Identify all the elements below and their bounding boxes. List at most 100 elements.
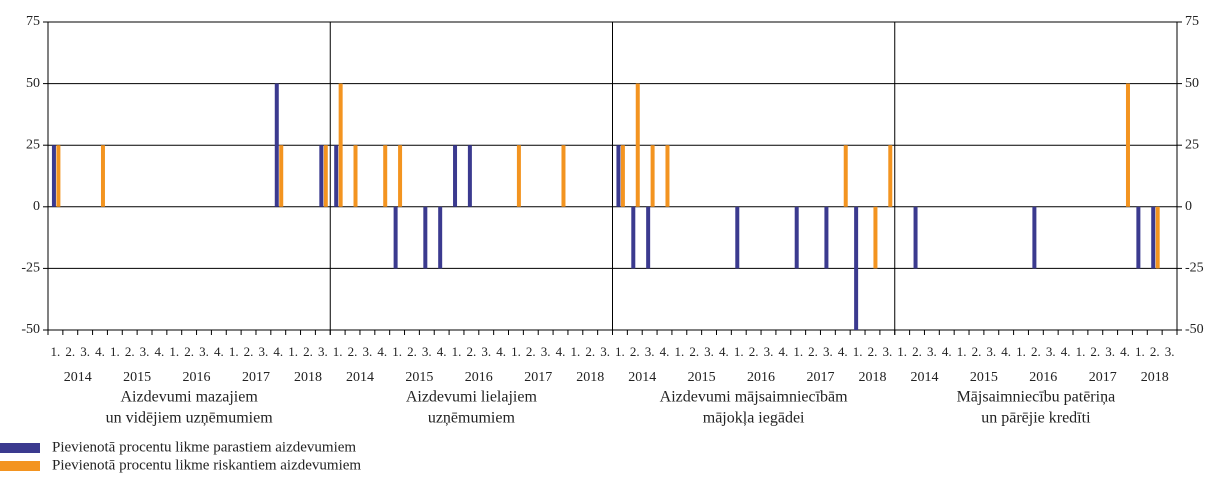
year-label: 2016 <box>1029 370 1057 385</box>
panel-title: un pārējie kredīti <box>981 410 1091 427</box>
x-tick-label: 4. <box>214 344 224 359</box>
x-tick-label: 4. <box>1120 344 1130 359</box>
x-tick-label: 1. <box>452 344 462 359</box>
bar <box>453 145 458 207</box>
x-tick-label: 1. <box>1135 344 1145 359</box>
y2-tick-label: -50 <box>1185 322 1204 337</box>
bar <box>620 145 625 207</box>
x-tick-label: 3. <box>645 344 655 359</box>
legend-swatch <box>0 443 40 453</box>
x-tick-label: 3. <box>318 344 328 359</box>
x-tick-label: 2. <box>1150 344 1160 359</box>
bar <box>888 145 893 207</box>
x-tick-label: 4. <box>273 344 283 359</box>
bar <box>735 206 740 269</box>
y2-tick-label: 0 <box>1185 199 1192 214</box>
bar <box>1032 206 1037 269</box>
y-tick-label: -50 <box>21 322 40 337</box>
panel-title: Aizdevumi mājsaimniecībām <box>660 389 849 406</box>
x-tick-label: 3. <box>927 344 937 359</box>
year-label: 2014 <box>64 370 92 385</box>
bar <box>650 145 655 207</box>
bar <box>393 206 398 269</box>
bar <box>794 206 799 269</box>
y-tick-label: 25 <box>26 137 40 152</box>
x-tick-label: 1. <box>229 344 239 359</box>
x-tick-label: 4. <box>660 344 670 359</box>
x-tick-label: 4. <box>437 344 447 359</box>
x-tick-label: 1. <box>615 344 625 359</box>
x-tick-label: 3. <box>259 344 269 359</box>
x-tick-label: 3. <box>541 344 551 359</box>
y2-tick-label: 50 <box>1185 76 1199 91</box>
x-tick-label: 2. <box>1090 344 1100 359</box>
bar <box>274 83 279 207</box>
bar <box>323 145 328 207</box>
year-label: 2016 <box>747 370 775 385</box>
bar <box>1155 206 1160 269</box>
x-tick-label: 1. <box>897 344 907 359</box>
x-tick-label: 1. <box>110 344 120 359</box>
year-label: 2016 <box>465 370 493 385</box>
x-tick-label: 4. <box>556 344 566 359</box>
bar <box>319 145 324 207</box>
bar <box>334 145 339 207</box>
bar <box>383 145 388 207</box>
x-tick-label: 4. <box>719 344 729 359</box>
x-tick-label: 3. <box>1105 344 1115 359</box>
x-tick-label: 1. <box>169 344 179 359</box>
year-label: 2018 <box>858 370 886 385</box>
x-tick-label: 3. <box>823 344 833 359</box>
x-tick-label: 2. <box>407 344 417 359</box>
x-tick-label: 2. <box>467 344 477 359</box>
bar <box>646 206 651 269</box>
x-tick-label: 2. <box>244 344 254 359</box>
x-tick-label: 2. <box>630 344 640 359</box>
bar <box>1151 206 1156 269</box>
panel-title: mājokļa iegādei <box>703 410 805 427</box>
x-tick-label: 1. <box>793 344 803 359</box>
x-tick-label: 3. <box>704 344 714 359</box>
x-tick-label: 3. <box>1165 344 1175 359</box>
x-tick-label: 1. <box>288 344 298 359</box>
x-tick-label: 3. <box>986 344 996 359</box>
bar <box>56 145 61 207</box>
x-tick-label: 2. <box>808 344 818 359</box>
bar <box>353 145 358 207</box>
x-tick-label: 2. <box>868 344 878 359</box>
x-tick-label: 3. <box>1046 344 1056 359</box>
bar <box>423 206 428 269</box>
bar <box>279 145 284 207</box>
x-tick-label: 2. <box>689 344 699 359</box>
x-tick-label: 1. <box>333 344 343 359</box>
year-label: 2014 <box>628 370 656 385</box>
x-tick-label: 3. <box>363 344 373 359</box>
x-tick-label: 2. <box>125 344 135 359</box>
x-tick-label: 4. <box>838 344 848 359</box>
bar <box>438 206 443 269</box>
legend-swatch <box>0 461 40 471</box>
x-tick-label: 4. <box>1061 344 1071 359</box>
x-tick-label: 4. <box>778 344 788 359</box>
x-tick-label: 3. <box>140 344 150 359</box>
panel-title: un vidējiem uzņēmumiem <box>106 410 274 427</box>
x-tick-label: 1. <box>570 344 580 359</box>
x-tick-label: 3. <box>199 344 209 359</box>
y2-tick-label: 25 <box>1185 137 1199 152</box>
y-tick-label: 0 <box>33 199 40 214</box>
bar <box>516 145 521 207</box>
x-tick-label: 3. <box>481 344 491 359</box>
x-tick-label: 2. <box>184 344 194 359</box>
year-label: 2018 <box>294 370 322 385</box>
bar <box>824 206 829 269</box>
x-tick-label: 1. <box>957 344 967 359</box>
bar <box>913 206 918 269</box>
x-tick-label: 3. <box>882 344 892 359</box>
x-tick-label: 2. <box>348 344 358 359</box>
year-label: 2017 <box>1089 370 1117 385</box>
x-tick-label: 3. <box>422 344 432 359</box>
x-tick-label: 4. <box>377 344 387 359</box>
x-tick-label: 4. <box>496 344 506 359</box>
year-label: 2014 <box>910 370 938 385</box>
x-tick-label: 1. <box>734 344 744 359</box>
